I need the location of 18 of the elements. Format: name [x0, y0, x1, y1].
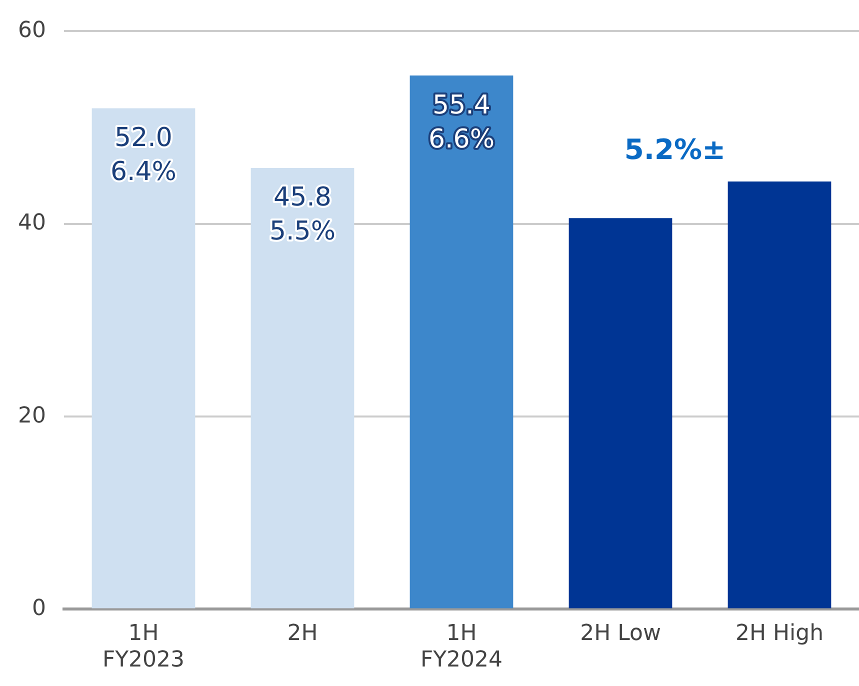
annotation: 5.2%±: [624, 132, 726, 166]
x-tick-label: 2H Low: [580, 621, 661, 646]
x-tick-label: 2H High: [735, 621, 824, 646]
bar: [410, 76, 514, 608]
y-tick-label: 40: [18, 210, 46, 236]
y-tick-label: 20: [18, 403, 46, 428]
y-tick-label: 60: [18, 18, 46, 43]
data-label: 45.8 5.5%: [269, 182, 336, 247]
data-label: 52.0 6.4%: [110, 123, 177, 188]
bar: [728, 181, 832, 608]
x-tick-label: 1H FY2023: [102, 621, 185, 673]
bar: [250, 168, 354, 608]
y-tick-label: 0: [32, 596, 46, 621]
x-tick-label: 2H: [287, 621, 318, 646]
data-label: 55.4 6.6%: [428, 90, 495, 154]
x-tick-label: 1H FY2024: [420, 621, 503, 673]
bar: [568, 218, 672, 608]
bar: [92, 108, 196, 608]
